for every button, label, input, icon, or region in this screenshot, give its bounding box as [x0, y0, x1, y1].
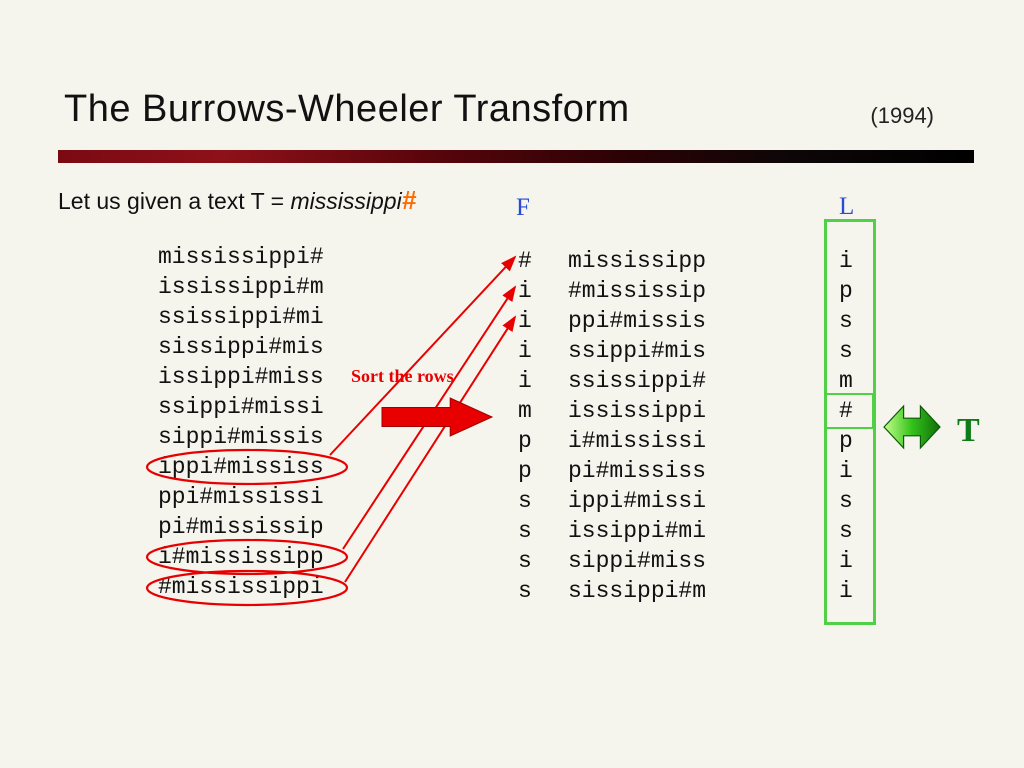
sorted-column-L: i p s s m # p i s s i i	[839, 246, 853, 606]
rotations-list: mississippi# ississippi#m ssissippi#mi s…	[158, 242, 324, 602]
intro-hash: #	[402, 185, 416, 215]
intro-prefix: Let us given a text T =	[58, 188, 291, 214]
intro-text: Let us given a text T = mississippi#	[58, 185, 416, 216]
title-block: The Burrows-Wheeler Transform (1994)	[64, 88, 974, 131]
T-label: T	[957, 412, 980, 450]
intro-word: mississippi	[291, 188, 402, 214]
column-label-F: F	[516, 194, 530, 222]
page-title: The Burrows-Wheeler Transform	[64, 88, 630, 130]
sorted-column-F: # i i i i m p p s s s s	[518, 246, 532, 606]
title-year: (1994)	[870, 103, 934, 129]
sort-caption: Sort the rows	[351, 366, 454, 387]
sorted-column-middle: mississipp #mississip ppi#missis ssippi#…	[568, 246, 706, 606]
column-label-L: L	[839, 193, 854, 221]
title-underline-bar	[58, 150, 974, 163]
